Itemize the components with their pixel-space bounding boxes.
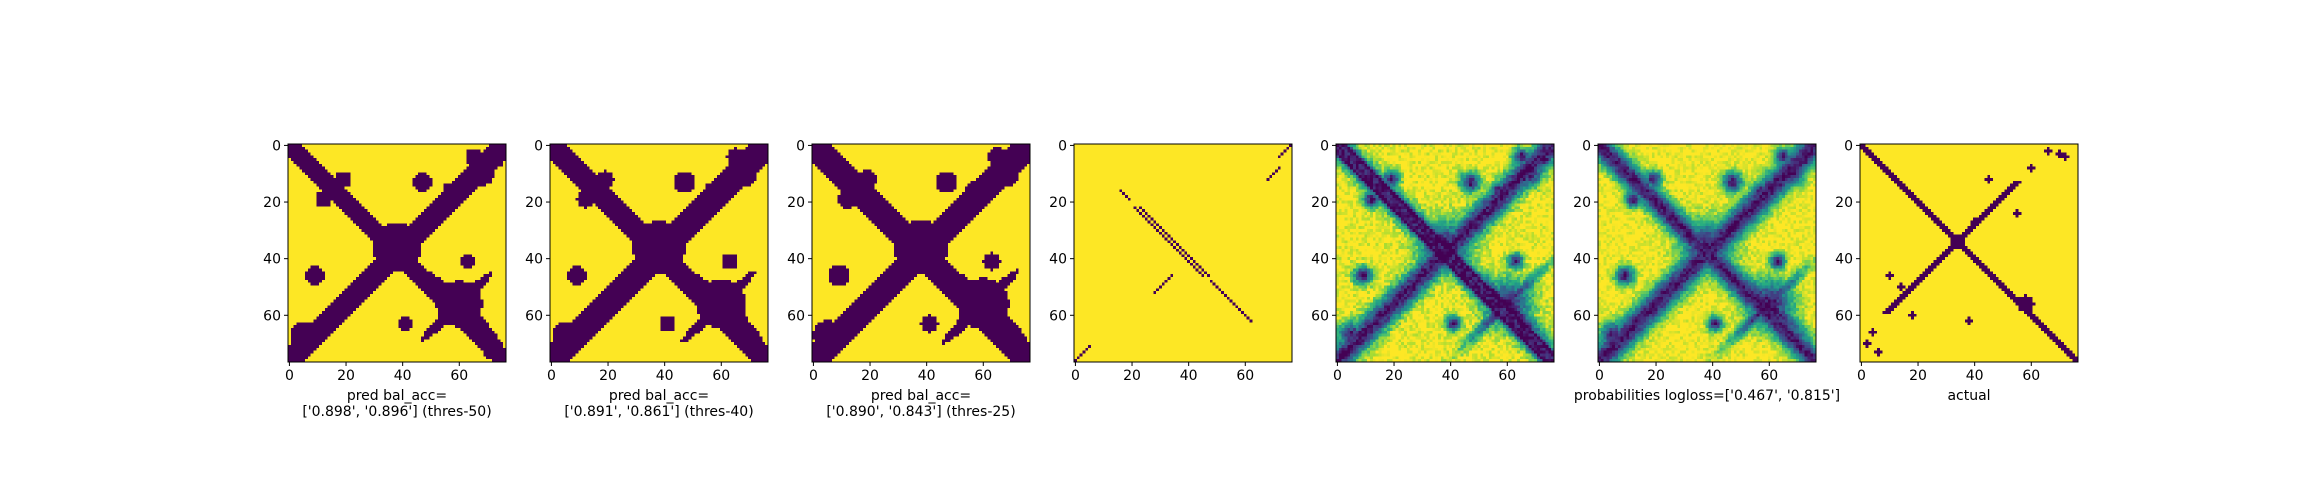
- heatmap-panel-6: 0 20 40 60 0 20 40 60 probabilities logloss=['0.…: [1573, 138, 1840, 404]
- x-tick-label: 60: [1760, 368, 1778, 384]
- y-tick-label: 0: [1844, 138, 1853, 154]
- x-tick-label: 60: [450, 368, 468, 384]
- x-tick-label: 40: [1704, 368, 1722, 384]
- y-tick-label: 60: [525, 308, 543, 324]
- y-tick-label: 60: [1573, 308, 1591, 324]
- y-tick-label: 40: [1049, 252, 1067, 268]
- y-tick-label: 60: [263, 308, 281, 324]
- x-tick-label: 60: [1236, 368, 1254, 384]
- x-tick-label: 40: [1966, 368, 1984, 384]
- y-tick-label: 40: [1311, 252, 1329, 268]
- x-tick-label: 20: [1123, 368, 1141, 384]
- x-tick-label: 60: [712, 368, 730, 384]
- axes-frame: [1597, 143, 1817, 363]
- heatmap-image: [812, 144, 1030, 362]
- y-tick-label: 60: [1049, 308, 1067, 324]
- heatmap-panel-3: 0 20 40 60 0 20 40 60 pred bal_acc= ['0.890', '0.…: [787, 138, 1031, 420]
- x-axis-label: probabilities logloss=['0.467', '0.815']: [1574, 388, 1840, 404]
- y-tick-label: 0: [272, 138, 281, 154]
- y-tick-label: 20: [525, 195, 543, 211]
- x-tick-label: 0: [809, 368, 818, 384]
- x-tick-label: 0: [1333, 368, 1342, 384]
- x-axis-label: pred bal_acc= ['0.898', '0.896'] (thres-5…: [302, 388, 491, 420]
- x-tick-label: 20: [599, 368, 617, 384]
- y-tick-label: 60: [787, 308, 805, 324]
- x-tick-label: 60: [974, 368, 992, 384]
- x-tick-label: 20: [1909, 368, 1927, 384]
- y-tick-label: 20: [1311, 195, 1329, 211]
- y-tick-label: 20: [1573, 195, 1591, 211]
- y-tick-label: 0: [1058, 138, 1067, 154]
- y-tick-label: 40: [525, 252, 543, 268]
- y-tick-label: 60: [1835, 308, 1853, 324]
- heatmap-panel-2: 0 20 40 60 0 20 40 60 pred bal_acc= ['0.891', '0.…: [525, 138, 769, 420]
- y-tick-label: 40: [1573, 252, 1591, 268]
- heatmap-panel-7: 0 20 40 60 0 20 40 60 actual: [1835, 138, 2079, 404]
- heatmap-image: [1860, 144, 2078, 362]
- x-tick-label: 0: [1857, 368, 1866, 384]
- x-tick-label: 20: [1385, 368, 1403, 384]
- x-tick-label: 20: [337, 368, 355, 384]
- heatmap-image: [288, 144, 506, 362]
- y-tick-label: 20: [787, 195, 805, 211]
- y-tick-label: 40: [263, 252, 281, 268]
- axes-frame: [1073, 143, 1293, 363]
- x-axis-label: actual: [1947, 388, 1990, 404]
- x-axis-label: pred bal_acc= ['0.891', '0.861'] (thres-4…: [564, 388, 753, 420]
- x-tick-label: 0: [1595, 368, 1604, 384]
- heatmap-image: [1074, 144, 1292, 362]
- y-tick-label: 0: [1320, 138, 1329, 154]
- y-tick-label: 40: [1835, 252, 1853, 268]
- heatmap-image: [1336, 144, 1554, 362]
- x-tick-label: 0: [1071, 368, 1080, 384]
- heatmap-panel-1: 0 20 40 60 0 20 40 60 pred bal_acc= ['0.898', '0.…: [263, 138, 507, 420]
- x-tick-label: 40: [1180, 368, 1198, 384]
- x-tick-label: 0: [285, 368, 294, 384]
- y-tick-label: 20: [263, 195, 281, 211]
- x-tick-label: 0: [547, 368, 556, 384]
- x-tick-label: 40: [918, 368, 936, 384]
- x-tick-label: 40: [394, 368, 412, 384]
- x-tick-label: 40: [1442, 368, 1460, 384]
- axes-frame: [1335, 143, 1555, 363]
- x-tick-label: 20: [1647, 368, 1665, 384]
- y-tick-label: 0: [796, 138, 805, 154]
- x-axis-label: pred bal_acc= ['0.890', '0.843'] (thres-2…: [826, 388, 1015, 420]
- heatmap-panel-4: 0 20 40 60 0 20 40 60: [1049, 138, 1293, 384]
- y-tick-label: 0: [534, 138, 543, 154]
- heatmap-image: [1598, 144, 1816, 362]
- axes-frame: [1859, 143, 2079, 363]
- x-tick-label: 20: [861, 368, 879, 384]
- axes-frame: [549, 143, 769, 363]
- axes-frame: [811, 143, 1031, 363]
- y-tick-label: 60: [1311, 308, 1329, 324]
- y-tick-label: 20: [1049, 195, 1067, 211]
- x-tick-label: 60: [2022, 368, 2040, 384]
- heatmap-image: [550, 144, 768, 362]
- heatmap-panel-5: 0 20 40 60 0 20 40 60: [1311, 138, 1555, 384]
- x-tick-label: 40: [656, 368, 674, 384]
- axes-frame: [287, 143, 507, 363]
- y-tick-label: 40: [787, 252, 805, 268]
- y-tick-label: 0: [1582, 138, 1591, 154]
- x-tick-label: 60: [1498, 368, 1516, 384]
- y-tick-label: 20: [1835, 195, 1853, 211]
